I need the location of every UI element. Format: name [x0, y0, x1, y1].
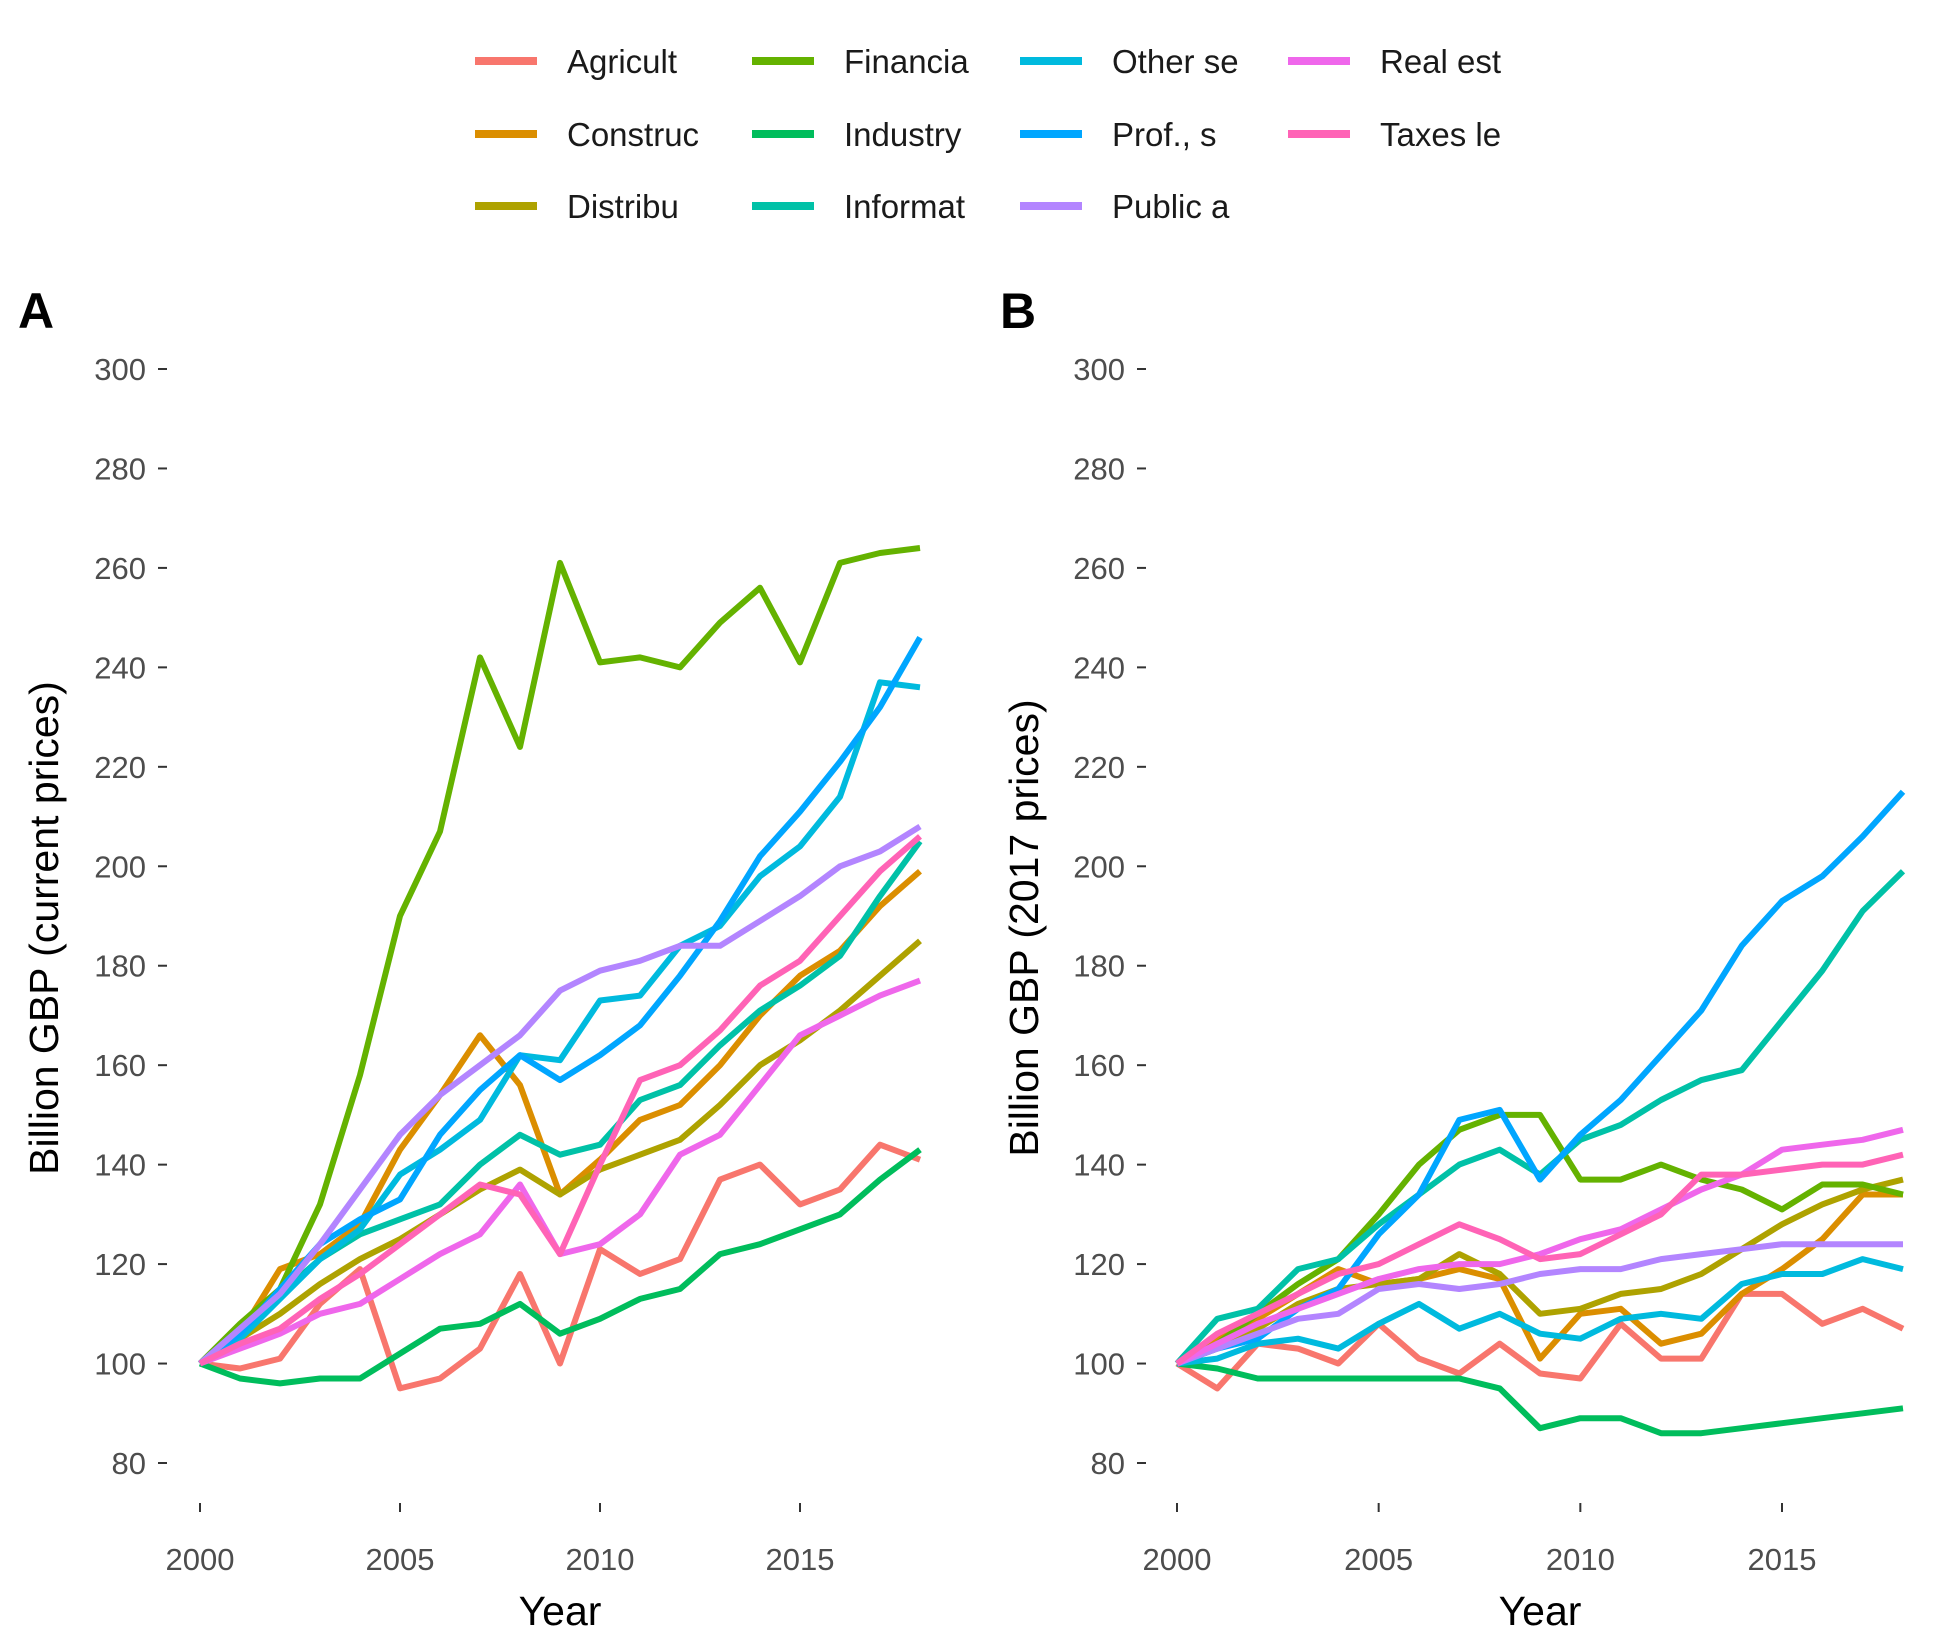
- x-tick-label: 2010: [1546, 1542, 1615, 1577]
- y-tick-label: 100: [1073, 1347, 1125, 1382]
- y-tick-label: 120: [1073, 1247, 1125, 1282]
- y-tick-label: 80: [1091, 1446, 1125, 1481]
- y-tick-label: 160: [94, 1048, 146, 1083]
- y-tick-label: 120: [94, 1247, 146, 1282]
- legend-item: Public a: [1020, 188, 1230, 225]
- y-tick-label: 260: [1073, 551, 1125, 586]
- series-line-financia: [1175, 1111, 1904, 1367]
- legend-label: Prof., s: [1112, 116, 1217, 153]
- legend-label: Taxes le: [1380, 116, 1501, 153]
- series-line-financia: [197, 545, 921, 1366]
- x-tick-label: 2005: [366, 1542, 435, 1577]
- legend-label: Construc: [567, 116, 699, 153]
- y-axis-title: Billion GBP (current prices): [21, 681, 67, 1175]
- y-tick-label: 140: [1073, 1148, 1125, 1183]
- y-tick-label: 180: [1073, 949, 1125, 984]
- series-line-informat: [198, 839, 923, 1366]
- legend-label: Real est: [1380, 43, 1501, 80]
- x-tick-label: 2000: [1143, 1542, 1212, 1577]
- series-line-other-se: [1176, 1256, 1904, 1367]
- y-tick-label: 140: [94, 1148, 146, 1183]
- legend-item: Distribu: [475, 188, 679, 225]
- series-line-industry: [1176, 1360, 1904, 1437]
- y-tick-label: 260: [94, 551, 146, 586]
- legend-item: Real est: [1288, 43, 1501, 80]
- y-tick-label: 240: [94, 650, 146, 685]
- legend-item: Construc: [475, 116, 699, 153]
- legend-item: Financia: [752, 43, 969, 80]
- series-line-public-a: [198, 823, 922, 1366]
- x-tick-label: 2005: [1344, 1542, 1413, 1577]
- y-tick-label: 240: [1073, 650, 1125, 685]
- y-tick-label: 80: [112, 1446, 146, 1481]
- y-tick-label: 300: [1073, 352, 1125, 387]
- series-line-agricult: [1175, 1290, 1905, 1392]
- y-tick-label: 200: [94, 849, 146, 884]
- x-tick-label: 2015: [1748, 1542, 1817, 1577]
- legend-label: Financia: [844, 43, 969, 80]
- series-line-other-se: [198, 679, 921, 1367]
- y-tick-label: 160: [1073, 1048, 1125, 1083]
- x-tick-label: 2000: [166, 1542, 235, 1577]
- legend-item: Taxes le: [1288, 116, 1501, 153]
- legend-item: Agricult: [475, 43, 677, 80]
- x-tick-label: 2015: [766, 1542, 835, 1577]
- series-line-distribu: [198, 938, 922, 1367]
- y-tick-label: 220: [94, 750, 146, 785]
- y-tick-label: 220: [1073, 750, 1125, 785]
- panel-a: A 80 100 120 140 160 180 200 220 240 260 280 300 2000…: [18, 283, 923, 1634]
- legend-label: Distribu: [567, 188, 679, 225]
- series-line-industry: [198, 1147, 922, 1387]
- y-axis-title: Billion GBP (2017 prices): [1001, 699, 1047, 1156]
- panel-label: B: [1000, 283, 1036, 339]
- x-axis-title: Year: [519, 1588, 602, 1634]
- legend: Agricult Construc Distribu Financia Industry…: [475, 43, 1501, 225]
- x-tick-label: 2010: [566, 1542, 635, 1577]
- panel-b: B 80 100 120 140 160 180 200 220 240 260 280 300 2000…: [1000, 283, 1906, 1634]
- legend-label: Informat: [844, 188, 965, 225]
- y-tick-label: 200: [1073, 849, 1125, 884]
- legend-label: Industry: [844, 116, 962, 153]
- legend-item: Prof., s: [1020, 116, 1217, 153]
- series-line-real-est: [1175, 1126, 1904, 1367]
- series-line-taxes-le: [198, 834, 922, 1367]
- y-tick-label: 280: [1073, 451, 1125, 486]
- y-tick-label: 280: [94, 451, 146, 486]
- y-tick-label: 300: [94, 352, 146, 387]
- legend-label: Public a: [1112, 188, 1230, 225]
- legend-label: Other se: [1112, 43, 1239, 80]
- legend-item: Industry: [752, 116, 962, 153]
- y-tick-label: 180: [94, 949, 146, 984]
- legend-item: Informat: [752, 188, 965, 225]
- series-line-agricult: [199, 1141, 922, 1392]
- legend-label: Agricult: [567, 43, 677, 80]
- x-axis-title: Year: [1499, 1588, 1582, 1634]
- y-tick-label: 100: [94, 1347, 146, 1382]
- panel-label: A: [18, 283, 54, 339]
- series-line-taxes-le: [1175, 1151, 1904, 1366]
- legend-item: Other se: [1020, 43, 1239, 80]
- series-line-distribu: [1175, 1176, 1904, 1367]
- series-line-public-a: [1175, 1241, 1903, 1367]
